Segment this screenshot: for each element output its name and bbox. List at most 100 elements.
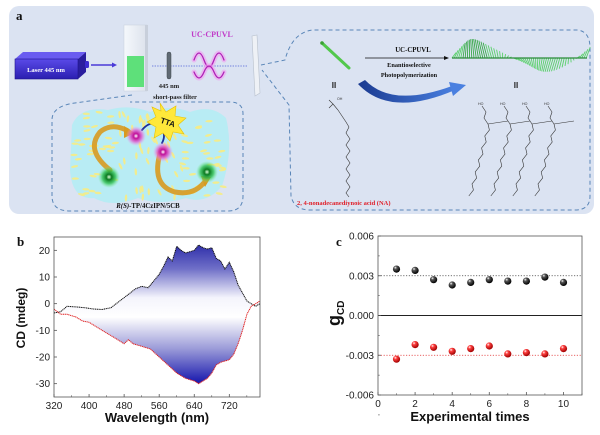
lc-molecule [135, 152, 138, 160]
polymer-carboxyl-arm [481, 105, 489, 125]
lc-molecule [219, 168, 227, 172]
helix-strand [561, 57, 565, 68]
lc-molecule [147, 147, 150, 155]
lc-molecule [82, 192, 90, 195]
helix-strand [462, 42, 466, 59]
helix-strand [482, 42, 488, 59]
helix-strand [553, 57, 559, 71]
helix-strand [455, 48, 461, 59]
monomer-parallel-symbol: II [332, 81, 336, 90]
sensitizer-molecule-1 [98, 166, 120, 188]
helix-strand [564, 57, 567, 66]
lc-molecule [123, 157, 126, 165]
chart-c-point-positive [430, 276, 438, 284]
system-label-components: -TP/4CzIPN/5CB [129, 203, 180, 210]
polymer-alkyl-chain [468, 123, 490, 197]
chart-c-point-negative [504, 350, 512, 358]
lc-molecule [206, 157, 214, 160]
chart-c-point-negative [485, 342, 493, 350]
laser-label: Laser 445 nm [27, 67, 65, 74]
helix-strand [453, 50, 459, 59]
chart-b-y-tick-label: -30 [36, 379, 51, 390]
chart-c-y-tick-label: 0.003 [349, 271, 374, 282]
lc-molecule [203, 194, 211, 197]
chart-c-x-tick-label: 2 [412, 399, 418, 410]
lc-molecule [151, 136, 156, 143]
helix-strand [558, 57, 563, 69]
helix-strand [519, 57, 525, 63]
chart-c-point-positive [467, 278, 475, 286]
lc-molecule [138, 115, 142, 123]
helix-strand [473, 39, 477, 59]
helix-strand [496, 49, 499, 59]
helix-strand [470, 39, 473, 59]
helix-strand [526, 57, 531, 66]
chart-c-point-positive [559, 278, 568, 286]
helix-strand [524, 57, 529, 65]
chart-c-x-axis-label: Experimental times [410, 409, 529, 424]
polymer-alkyl-chain [534, 123, 556, 197]
chart-c-point-positive [448, 281, 456, 289]
chart-c-point-positive [485, 276, 493, 284]
lc-molecule [111, 141, 119, 145]
polymer-ho-label: HO [500, 102, 506, 106]
helix-strand [544, 57, 550, 72]
lc-molecule [118, 162, 123, 170]
chart-c-point-positive [504, 277, 512, 285]
lc-molecule [181, 134, 189, 137]
lc-molecule [82, 188, 90, 191]
polymer-ho-label: HO [478, 102, 484, 106]
chart-c-y-tick-label: 0.000 [349, 311, 374, 322]
lc-molecule [104, 136, 113, 140]
tta-label: TTA [159, 116, 176, 129]
cd-curve-negative [54, 300, 260, 385]
sample-slide [251, 34, 261, 97]
lc-molecule [86, 152, 94, 156]
chart-c-x-tick-label: 0 [375, 399, 381, 410]
chart-b-y-axis-label: CD (mdeg) [14, 288, 28, 349]
filter-label-type: short-pass filter [153, 94, 197, 101]
helix-strand [458, 46, 463, 59]
tta-burst: TTA [146, 102, 187, 142]
lc-molecule [89, 174, 97, 178]
lc-molecule [108, 146, 116, 149]
helix-strand [567, 57, 570, 65]
chart-b-y-tick-label: 20 [39, 246, 51, 257]
helix-strand [528, 57, 532, 67]
lc-molecule [215, 192, 223, 195]
reaction-arrow-top-label: UC-CPUVL [395, 47, 431, 54]
cd-curve-positive [54, 244, 260, 314]
reaction-arrow-label-line1: Enantioselective [387, 62, 431, 69]
annihilator-molecule-1 [126, 126, 146, 146]
chart-c-point-negative [430, 343, 438, 351]
lc-molecule [181, 157, 190, 160]
lc-molecule [118, 129, 122, 137]
lc-molecule [107, 149, 115, 153]
helix-strand [532, 57, 535, 69]
lc-molecule [218, 149, 226, 153]
laser-beam-arrow [91, 62, 117, 68]
lc-molecule [183, 179, 191, 183]
chart-c-y-tick-label: -0.003 [346, 351, 375, 362]
monomer-name-label: 2, 4-nonadecanediynoic acid (NA) [297, 200, 391, 207]
cuvette [123, 24, 148, 92]
chart-c-y-axis-label-main: g [324, 315, 344, 326]
panel-a-label: a [16, 8, 23, 23]
system-label: R(S)-TP/4CzIPN/5CB [115, 203, 180, 210]
lc-molecule [83, 125, 91, 128]
helix-strand [556, 57, 561, 70]
helix-strand [541, 57, 545, 72]
helix-strand [530, 57, 534, 68]
helix-strand [464, 41, 467, 59]
polymer-carboxyl-arm [503, 105, 511, 125]
lc-molecule [145, 157, 150, 165]
chart-b-x-tick-label: 640 [186, 401, 203, 412]
helix-strand [480, 41, 486, 59]
short-pass-filter [166, 51, 172, 80]
lc-molecule [134, 168, 138, 176]
lc-molecule [200, 149, 208, 153]
polymer-ho-label: HO [522, 102, 528, 106]
helix-strand [536, 57, 539, 70]
chart-b-x-tick-label: 720 [221, 401, 238, 412]
chart-c-point-negative [559, 345, 568, 353]
